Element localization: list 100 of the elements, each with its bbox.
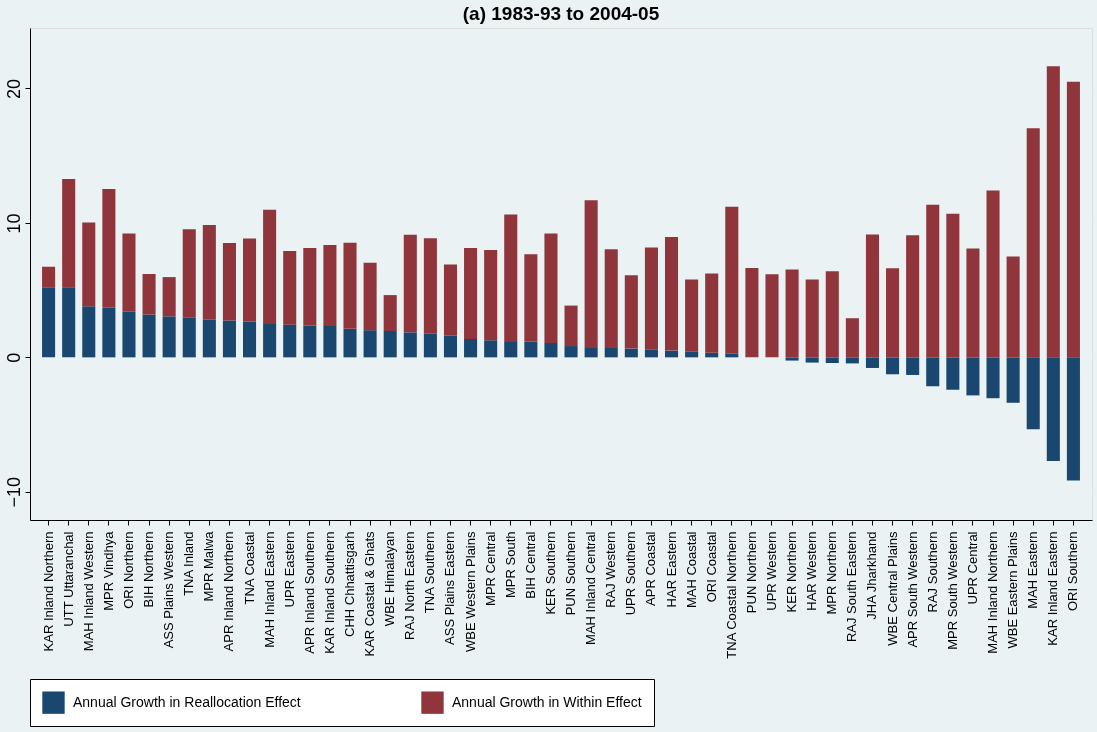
y-tick-label: 0 — [3, 352, 24, 363]
bar — [805, 279, 819, 358]
bar — [182, 317, 196, 358]
x-tick-label: MAH Inland Northern — [985, 531, 1001, 654]
x-tick-label: RAJ Southern — [924, 531, 940, 613]
x-tick-label: WBE Eastern Plains — [1005, 531, 1021, 649]
x-tick-label: APR Inland Southern — [301, 531, 317, 654]
bar — [443, 264, 458, 336]
bar — [1046, 66, 1060, 358]
bar — [443, 335, 458, 358]
y-tick-label: −10 — [3, 477, 24, 508]
bar — [464, 338, 478, 358]
bar — [484, 250, 498, 341]
x-tick-label: APR Inland Northern — [221, 531, 237, 652]
bar — [263, 209, 277, 325]
bar — [403, 332, 417, 358]
bar — [524, 254, 538, 342]
bar — [1066, 357, 1080, 481]
bar — [504, 214, 518, 342]
bar — [182, 229, 196, 318]
bar — [1026, 357, 1040, 430]
x-tick-label: MPR Vindhya — [100, 530, 116, 611]
bar — [243, 238, 257, 322]
bar — [142, 274, 156, 315]
bar — [845, 318, 859, 358]
bar — [222, 243, 236, 321]
bar — [825, 357, 839, 363]
x-tick-label: RAJ South Eastern — [844, 531, 860, 643]
bar — [946, 213, 960, 358]
bar — [1066, 81, 1080, 358]
x-tick-label: KAR Inland Eastern — [1045, 531, 1061, 646]
bar — [1046, 357, 1060, 462]
x-tick-label: KAR Inland Northern — [40, 531, 56, 652]
bar — [82, 222, 96, 307]
legend-label: Annual Growth in Within Effect — [452, 693, 642, 710]
x-tick-label: JHA Jharkhand — [864, 531, 880, 620]
bar — [524, 341, 538, 358]
bar — [584, 347, 598, 358]
x-tick-label: ORI Coastal — [703, 531, 719, 603]
bar — [202, 225, 216, 320]
bar — [243, 321, 257, 358]
x-tick-label: UTT Uttaranchal — [60, 531, 76, 627]
x-tick-label: MAH Inland Western — [80, 531, 96, 652]
bar — [745, 267, 759, 358]
x-tick-label: MAH Coastal — [683, 531, 699, 609]
bar — [383, 331, 397, 358]
x-tick-label: PUN Southern — [563, 531, 579, 616]
x-tick-label: MPR South — [502, 531, 518, 598]
bar — [122, 233, 136, 312]
bar — [926, 357, 940, 387]
x-tick-label: APR South Western — [904, 531, 920, 648]
x-tick-label: WBE Central Plains — [884, 531, 900, 646]
bar — [765, 274, 779, 358]
bar — [102, 188, 116, 308]
x-tick-label: TNA Coastal — [241, 531, 257, 605]
bar — [263, 324, 277, 358]
bar — [705, 273, 719, 353]
bar — [584, 200, 598, 348]
bar — [403, 234, 417, 333]
x-tick-label: ASS Plains Eastern — [442, 531, 458, 645]
x-tick-label: MAH Eastern — [1025, 531, 1041, 609]
bar — [725, 353, 739, 358]
bar — [202, 319, 216, 358]
x-tick-label: BIH Central — [522, 531, 538, 599]
x-tick-label: TNA Inland — [181, 531, 197, 596]
bar — [544, 342, 558, 358]
bar — [906, 357, 920, 375]
x-tick-label: CHH Chhattisgarh — [342, 531, 358, 637]
bar — [303, 247, 317, 326]
x-tick-label: MPR Northern — [824, 531, 840, 615]
bar — [845, 357, 859, 364]
x-tick-label: UPR Eastern — [281, 531, 297, 608]
bar — [1006, 256, 1020, 358]
bar — [624, 275, 638, 349]
x-tick-label: TNA Coastal Northern — [723, 531, 739, 659]
y-tick-label: 10 — [3, 213, 24, 234]
bar — [886, 268, 900, 358]
chart-title: (a) 1983-93 to 2004-05 — [462, 3, 660, 24]
bar — [926, 204, 940, 358]
bar — [162, 316, 176, 358]
bar — [343, 242, 357, 329]
bar — [986, 190, 1000, 358]
bar — [825, 271, 839, 358]
bar — [62, 287, 76, 358]
bar — [725, 206, 739, 354]
bar — [222, 320, 236, 358]
y-tick-label: 20 — [3, 78, 24, 100]
bar — [303, 325, 317, 358]
x-tick-label: MAH Inland Eastern — [261, 531, 277, 648]
bar — [464, 247, 478, 339]
bar — [323, 245, 337, 327]
bar — [423, 238, 437, 334]
bar — [484, 340, 498, 358]
x-tick-label: MPR South Western — [944, 531, 960, 650]
x-tick-label: UPR Western — [763, 531, 779, 611]
bar — [604, 347, 618, 358]
x-tick-label: TNA Southern — [422, 531, 438, 614]
x-tick-label: WBE Western Plains — [462, 531, 478, 652]
bar — [343, 328, 357, 358]
bar — [966, 248, 980, 358]
